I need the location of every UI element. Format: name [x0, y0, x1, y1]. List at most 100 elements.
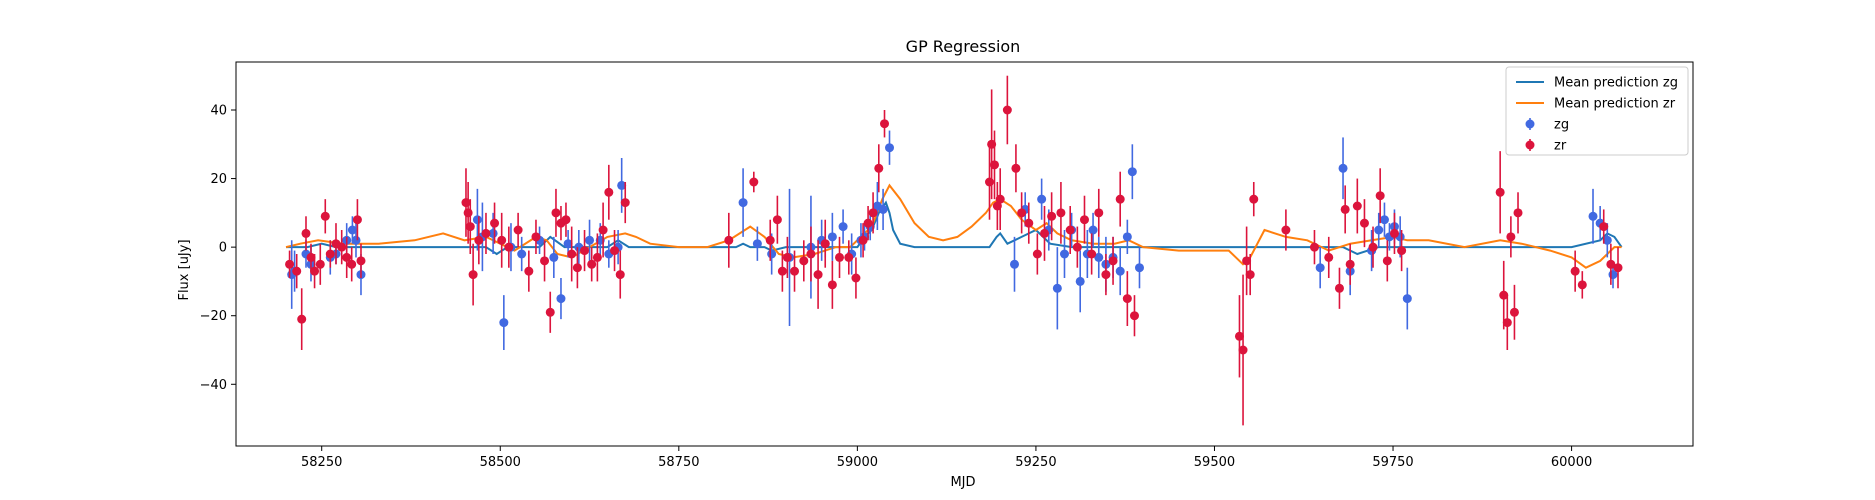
y-tick-label-1: −20 [200, 309, 227, 324]
legend: Mean prediction zg Mean prediction zr zg zr [1505, 66, 1689, 156]
data-point-2-19 [563, 239, 573, 249]
data-point-2-51 [1088, 225, 1098, 235]
data-point-3-37 [598, 225, 608, 235]
y-tick-label-4: 40 [210, 104, 227, 119]
data-point-3-82 [1115, 194, 1125, 204]
data-point-3-16 [463, 208, 473, 218]
data-point-3-50 [806, 249, 816, 259]
y-axis-label: Flux [uJy] [177, 239, 192, 300]
data-point-3-98 [1368, 242, 1378, 252]
data-point-3-1 [292, 266, 302, 276]
data-point-3-66 [995, 194, 1005, 204]
data-point-2-68 [1402, 294, 1412, 304]
data-point-3-74 [1056, 208, 1066, 218]
data-point-3-75 [1065, 225, 1075, 235]
data-point-3-69 [1017, 208, 1027, 218]
data-point-3-42 [724, 235, 734, 245]
data-point-2-57 [1127, 167, 1137, 177]
data-point-3-80 [1101, 270, 1111, 280]
data-point-3-64 [989, 160, 999, 170]
data-point-3-105 [1502, 318, 1512, 328]
data-point-3-88 [1245, 270, 1255, 280]
data-point-3-0 [285, 259, 295, 269]
data-point-3-111 [1599, 222, 1609, 232]
data-point-2-26 [738, 198, 748, 208]
data-point-2-7 [347, 225, 357, 235]
data-point-3-6 [315, 259, 325, 269]
data-point-3-22 [497, 235, 507, 245]
data-point-3-44 [765, 235, 775, 245]
data-point-3-13 [352, 215, 362, 225]
data-point-3-106 [1506, 232, 1516, 242]
legend-label-1: Mean prediction zr [1554, 97, 1676, 112]
data-point-2-56 [1122, 232, 1132, 242]
data-point-3-26 [531, 232, 541, 242]
data-point-3-3 [301, 228, 311, 238]
data-point-3-68 [1011, 163, 1021, 173]
data-point-2-28 [767, 249, 777, 259]
data-point-3-12 [347, 259, 357, 269]
data-point-3-54 [835, 252, 845, 262]
legend-swatch-3 [1525, 140, 1535, 150]
data-point-3-97 [1359, 218, 1369, 228]
x-tick-label-7: 60000 [1551, 455, 1592, 470]
data-point-3-41 [620, 198, 630, 208]
data-point-2-41 [885, 143, 895, 153]
data-point-3-59 [868, 208, 878, 218]
data-point-3-48 [790, 266, 800, 276]
data-point-3-49 [799, 256, 809, 266]
axes-frame [235, 61, 1694, 447]
data-point-3-84 [1129, 311, 1139, 321]
data-point-3-31 [561, 215, 571, 225]
data-point-3-52 [820, 239, 830, 249]
data-point-3-95 [1345, 259, 1355, 269]
legend-label-3: zr [1554, 139, 1567, 154]
data-point-3-61 [880, 119, 890, 129]
data-point-3-55 [844, 252, 854, 262]
data-point-3-29 [551, 208, 561, 218]
chart-title: GP Regression [906, 37, 1021, 56]
data-point-2-42 [1009, 259, 1019, 269]
data-point-3-24 [513, 225, 523, 235]
data-point-3-45 [772, 215, 782, 225]
data-point-3-15 [461, 198, 471, 208]
data-point-3-89 [1249, 194, 1259, 204]
data-point-2-49 [1075, 276, 1085, 286]
data-point-3-101 [1389, 228, 1399, 238]
data-point-3-73 [1047, 211, 1057, 221]
data-point-2-21 [585, 235, 595, 245]
legend-label-0: Mean prediction zg [1554, 76, 1678, 91]
data-point-3-110 [1577, 280, 1587, 290]
data-point-3-113 [1613, 263, 1623, 273]
data-point-3-57 [858, 235, 868, 245]
plot-area [285, 75, 1623, 426]
data-point-2-33 [827, 232, 837, 242]
data-point-2-47 [1059, 249, 1069, 259]
data-point-2-46 [1052, 283, 1062, 293]
data-point-3-67 [1002, 105, 1012, 115]
data-point-3-102 [1397, 246, 1407, 256]
data-point-3-87 [1242, 256, 1252, 266]
data-point-3-86 [1238, 345, 1248, 355]
data-point-2-18 [556, 294, 566, 304]
data-point-3-92 [1324, 252, 1334, 262]
data-point-2-17 [549, 252, 559, 262]
x-tick-label-1: 58500 [480, 455, 521, 470]
data-point-2-58 [1134, 263, 1144, 273]
data-point-2-69 [1588, 211, 1598, 221]
data-point-3-91 [1309, 242, 1319, 252]
data-point-2-13 [499, 318, 509, 328]
data-point-3-47 [782, 252, 792, 262]
data-point-3-8 [325, 249, 335, 259]
data-point-3-23 [504, 242, 514, 252]
data-point-3-43 [749, 177, 759, 187]
data-point-3-53 [827, 280, 837, 290]
data-point-2-12 [488, 228, 498, 238]
data-point-3-2 [297, 314, 307, 324]
data-point-3-25 [524, 266, 534, 276]
data-point-3-18 [468, 270, 478, 280]
data-point-3-76 [1072, 242, 1082, 252]
data-point-3-32 [567, 249, 577, 259]
data-point-3-62 [984, 177, 994, 187]
data-point-3-109 [1570, 266, 1580, 276]
